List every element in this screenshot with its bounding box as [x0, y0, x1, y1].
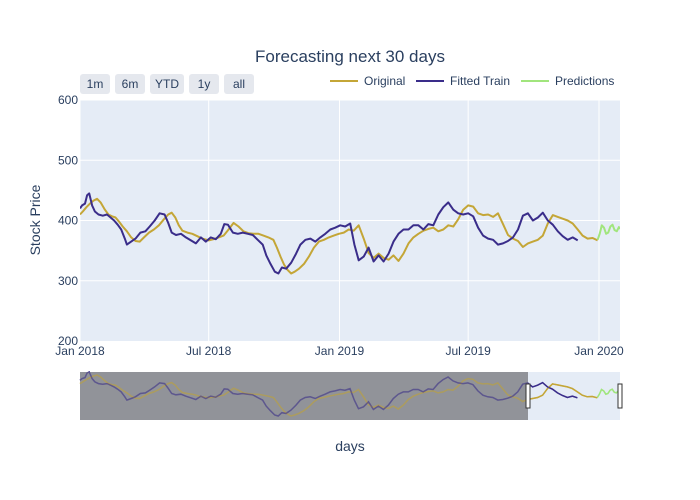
range-button-ytd[interactable]: YTD	[150, 74, 184, 94]
y-tick-label: 200	[58, 334, 78, 348]
x-tick-labels: Jan 2018 Jul 2018 Jan 2019 Jul 2019 Jan 2020	[55, 344, 624, 358]
range-button-bg[interactable]	[80, 74, 110, 94]
y-tick-label: 600	[58, 93, 78, 107]
range-button-6m[interactable]: 6m	[115, 74, 145, 94]
legend-label: Predictions	[555, 74, 614, 88]
range-slider-line-predictions	[596, 388, 621, 398]
range-button-label: 6m	[122, 77, 139, 91]
series-line-fitted-train	[80, 192, 579, 275]
legend-label: Fitted Train	[450, 74, 510, 88]
range-slider-line-fitted-train	[79, 370, 578, 417]
range-button-bg[interactable]	[224, 74, 254, 94]
range-button-label: 1y	[198, 77, 211, 91]
range-button-all[interactable]: all	[224, 74, 254, 94]
range-button-label: all	[233, 77, 245, 91]
range-button-bg[interactable]	[150, 74, 184, 94]
range-slider-mask-left	[80, 372, 528, 420]
range-slider-handle-right[interactable]	[617, 383, 623, 409]
series-line-original	[80, 197, 599, 275]
x-tick-label: Jan 2020	[574, 344, 624, 358]
legend-label: Original	[364, 74, 405, 88]
y-tick-labels: 200 300 400 500 600	[58, 93, 78, 348]
y-tick-label: 400	[58, 214, 78, 228]
range-button-bg[interactable]	[115, 74, 145, 94]
range-slider-handle-left[interactable]	[525, 383, 531, 409]
legend-item-predictions[interactable]: Predictions	[521, 74, 614, 88]
range-button-1y[interactable]: 1y	[189, 74, 219, 94]
chart-title: Forecasting next 30 days	[255, 47, 445, 66]
x-tick-label: Jul 2019	[445, 344, 491, 358]
range-button-1m[interactable]: 1m	[80, 74, 110, 94]
y-tick-label: 500	[58, 153, 78, 167]
gridlines	[79, 99, 620, 341]
range-button-label: YTD	[155, 77, 179, 91]
range-slider-series-overlay	[79, 370, 621, 417]
legend: Original Fitted Train Predictions	[330, 74, 614, 88]
range-selector: 1m 6m YTD 1y all	[80, 74, 254, 94]
series-layer	[80, 192, 620, 275]
x-tick-label: Jan 2019	[315, 344, 365, 358]
x-tick-label: Jul 2018	[186, 344, 232, 358]
series-line-predictions	[596, 223, 620, 241]
legend-item-original[interactable]: Original	[330, 74, 405, 88]
y-axis-label: Stock Price	[27, 184, 43, 255]
y-tick-label: 300	[58, 274, 78, 288]
range-button-label: 1m	[87, 77, 104, 91]
range-button-bg[interactable]	[189, 74, 219, 94]
x-tick-label: Jan 2018	[55, 344, 105, 358]
x-axis-label: days	[335, 438, 365, 454]
range-slider-line-original	[79, 374, 598, 417]
legend-item-fitted-train[interactable]: Fitted Train	[416, 74, 510, 88]
range-slider[interactable]	[79, 370, 623, 420]
